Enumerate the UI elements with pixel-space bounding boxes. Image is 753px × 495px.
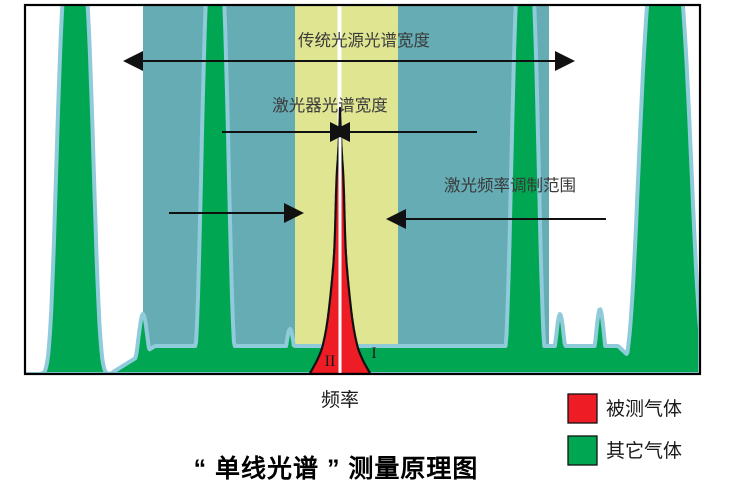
svg-text:激光器光谱宽度: 激光器光谱宽度 [272,96,388,115]
svg-text:被测气体: 被测气体 [606,398,682,420]
svg-text:传统光源光谱宽度: 传统光源光谱宽度 [298,31,430,50]
svg-text:其它气体: 其它气体 [606,440,682,462]
svg-text:I: I [371,345,376,362]
svg-text:频率: 频率 [321,389,359,411]
svg-text:II: II [325,353,336,370]
svg-text:“ 单线光谱 ” 测量原理图: “ 单线光谱 ” 测量原理图 [194,454,479,483]
svg-text:激光频率调制范围: 激光频率调制范围 [444,176,576,195]
